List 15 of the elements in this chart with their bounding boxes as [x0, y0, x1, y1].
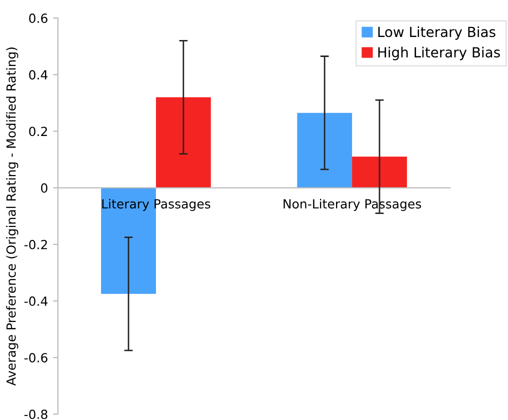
legend-label: Low Literary Bias [378, 26, 496, 40]
y-axis-title: Average Preference (Original Rating - Modified Rating) [6, 48, 18, 386]
y-tick-label: 0.4 [29, 70, 48, 80]
y-tick-label: -0.6 [24, 353, 48, 362]
bar [297, 112, 352, 188]
y-tick-label: 0 [41, 183, 48, 193]
bar [352, 156, 407, 188]
bar [101, 188, 156, 294]
bar [156, 97, 211, 188]
y-tick-label: 0.6 [29, 14, 48, 23]
y-tick-label: -0.4 [24, 296, 48, 306]
y-tick-label: -0.2 [24, 240, 47, 250]
legend-label: High Literary Bias [378, 46, 500, 60]
y-tick-label: 0.2 [29, 126, 47, 136]
y-tick-label: -0.8 [24, 410, 48, 420]
